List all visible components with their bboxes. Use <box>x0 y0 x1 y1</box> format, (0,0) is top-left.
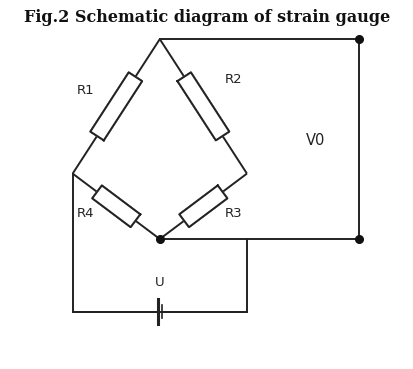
Text: R4: R4 <box>76 207 94 220</box>
Text: R1: R1 <box>76 83 94 97</box>
Text: V0: V0 <box>306 133 325 148</box>
Text: Fig.2 Schematic diagram of strain gauge: Fig.2 Schematic diagram of strain gauge <box>24 9 389 26</box>
Polygon shape <box>179 186 227 227</box>
Text: U: U <box>154 276 164 289</box>
Polygon shape <box>90 72 142 140</box>
Polygon shape <box>177 72 229 140</box>
Polygon shape <box>92 186 140 227</box>
Text: R2: R2 <box>225 73 242 86</box>
Text: R3: R3 <box>225 207 242 220</box>
